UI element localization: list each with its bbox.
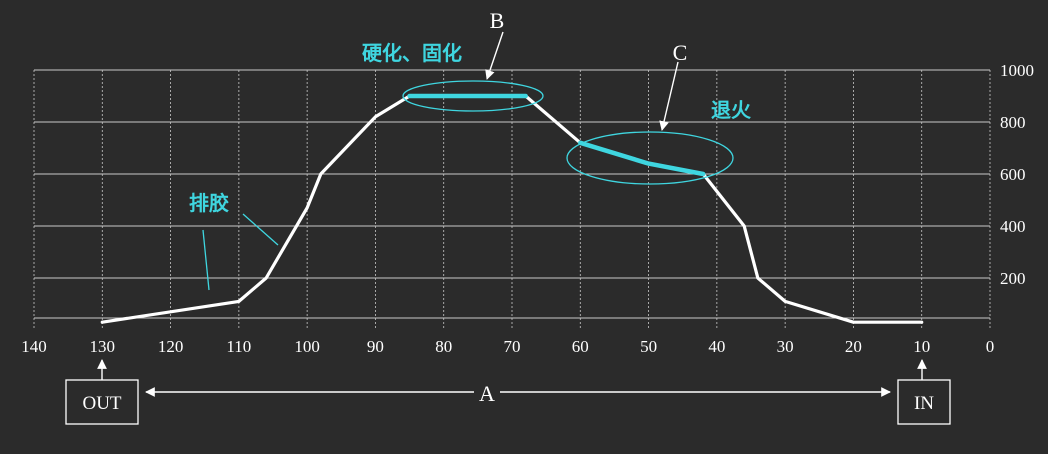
label-debind-zone: 排胶 [189, 191, 229, 215]
debind-leader-2 [242, 213, 279, 246]
y-tick-label: 400 [1000, 217, 1026, 236]
x-tick-label: 30 [777, 337, 794, 356]
x-tick-label: 50 [640, 337, 657, 356]
span-label-bg [474, 380, 500, 406]
debind-leader-1 [202, 229, 210, 291]
series-line [100, 94, 924, 324]
arrow-c [659, 61, 679, 131]
label-anneal-zone: 退火 [711, 98, 752, 122]
label-cure-zone: 硬化、固化 [362, 41, 462, 65]
x-tick-label: 90 [367, 337, 384, 356]
x-tick-label: 100 [294, 337, 320, 356]
ellipse-c [566, 131, 734, 185]
grid-lines [33, 69, 991, 330]
x-tick-label: 10 [913, 337, 930, 356]
x-tick-label: 140 [21, 337, 47, 356]
span-label-a: A [479, 381, 495, 406]
out-box [65, 379, 139, 425]
x-tick-label: 0 [986, 337, 995, 356]
x-tick-label: 70 [504, 337, 521, 356]
highlight-layer [407, 93, 706, 177]
y-axis-ticks: 1000 800 600 400 200 [1000, 61, 1034, 288]
x-tick-label: 80 [435, 337, 452, 356]
y-tick-label: 200 [1000, 269, 1026, 288]
y-tick-label: 800 [1000, 113, 1026, 132]
arrow-b [485, 31, 504, 80]
label-c: C [673, 40, 688, 65]
x-tick-label: 20 [845, 337, 862, 356]
y-tick-label: 1000 [1000, 61, 1034, 80]
x-axis-ticks: 140 130 120 110 100 90 80 70 60 50 40 30 20 10 0 [21, 337, 994, 356]
x-tick-label: 110 [226, 337, 251, 356]
x-tick-label: 40 [708, 337, 725, 356]
label-b: B [490, 8, 505, 33]
x-tick-label: 60 [572, 337, 589, 356]
in-box [897, 379, 951, 425]
in-box-label: IN [914, 393, 934, 414]
x-tick-label: 130 [90, 337, 116, 356]
highlight-segment-c [578, 140, 706, 177]
y-tick-label: 600 [1000, 165, 1026, 184]
ellipse-b [402, 80, 544, 112]
out-box-label: OUT [82, 393, 121, 414]
x-tick-label: 120 [158, 337, 184, 356]
